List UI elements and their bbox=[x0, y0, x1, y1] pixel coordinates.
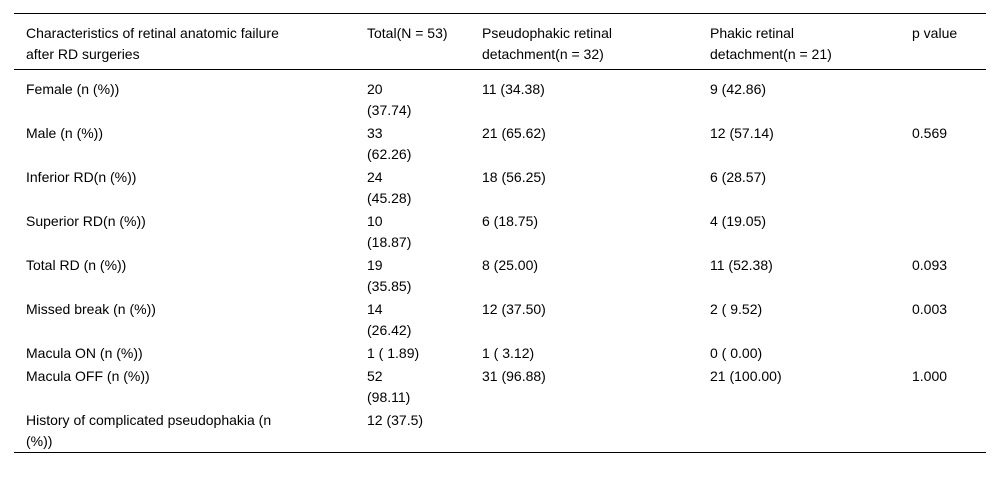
cell-pseudophakic: 8 (25.00) bbox=[482, 257, 539, 273]
cell-pseudophakic: 6 (18.75) bbox=[482, 213, 539, 229]
table-row-missed-break: Missed break (n (%)) 14 (26.42) 12 (37.5… bbox=[14, 297, 986, 341]
row-label: Total RD (n (%)) bbox=[26, 257, 127, 273]
cell-total: 24 (45.28) bbox=[367, 169, 412, 206]
table-row-history-pseudophakia: History of complicated pseudophakia (n (… bbox=[14, 408, 986, 453]
row-label: Superior RD(n (%)) bbox=[26, 213, 146, 229]
table-row-superior-rd: Superior RD(n (%)) 10 (18.87) 6 (18.75) … bbox=[14, 209, 986, 253]
cell-phakic: 6 (28.57) bbox=[710, 169, 767, 185]
cell-total: 12 (37.5) bbox=[367, 412, 424, 428]
table-row-female: Female (n (%)) 20 (37.74) 11 (34.38) 9 (… bbox=[14, 70, 986, 122]
paper-page: Characteristics of retinal anatomic fail… bbox=[0, 13, 1000, 479]
cell-p-value bbox=[912, 209, 986, 253]
col-header-phakic: Phakic retinal detachment(n = 21) bbox=[710, 13, 912, 70]
table-row-macula-off: Macula OFF (n (%)) 52 (98.11) 31 (96.88)… bbox=[14, 364, 986, 408]
cell-p-value: 0.003 bbox=[912, 301, 948, 317]
table-header-row: Characteristics of retinal anatomic fail… bbox=[14, 13, 986, 70]
cell-p-value bbox=[912, 341, 986, 364]
row-label: Macula ON (n (%)) bbox=[26, 345, 143, 361]
cell-p-value bbox=[912, 70, 986, 122]
cell-pseudophakic bbox=[482, 408, 710, 453]
cell-phakic: 2 ( 9.52) bbox=[710, 301, 763, 317]
cell-total: 10 (18.87) bbox=[367, 213, 412, 250]
cell-phakic: 0 ( 0.00) bbox=[710, 345, 763, 361]
row-label: Female (n (%)) bbox=[26, 81, 120, 97]
cell-phakic bbox=[710, 408, 912, 453]
cell-p-value: 0.569 bbox=[912, 125, 948, 141]
cell-pseudophakic: 1 ( 3.12) bbox=[482, 345, 535, 361]
cell-pseudophakic: 21 (65.62) bbox=[482, 125, 546, 141]
cell-p-value bbox=[912, 165, 986, 209]
table-row-total-rd: Total RD (n (%)) 19 (35.85) 8 (25.00) 11… bbox=[14, 253, 986, 297]
cell-phakic: 9 (42.86) bbox=[710, 81, 767, 97]
cell-pseudophakic: 11 (34.38) bbox=[482, 81, 545, 97]
cell-p-value: 0.093 bbox=[912, 257, 948, 273]
cell-pseudophakic: 12 (37.50) bbox=[482, 301, 546, 317]
row-label: Inferior RD(n (%)) bbox=[26, 169, 137, 185]
row-label: Male (n (%)) bbox=[26, 125, 104, 141]
col-header-pseudophakic: Pseudophakic retinal detachment(n = 32) bbox=[482, 13, 710, 70]
cell-p-value bbox=[912, 408, 986, 453]
cell-total: 20 (37.74) bbox=[367, 81, 412, 118]
cell-pseudophakic: 31 (96.88) bbox=[482, 368, 546, 384]
table-row-macula-on: Macula ON (n (%)) 1 ( 1.89) 1 ( 3.12) 0 … bbox=[14, 341, 986, 364]
col-header-total: Total(N = 53) bbox=[367, 13, 482, 70]
row-label: Macula OFF (n (%)) bbox=[26, 368, 150, 384]
cell-phakic: 4 (19.05) bbox=[710, 213, 767, 229]
cell-total: 19 (35.85) bbox=[367, 257, 412, 294]
row-label: History of complicated pseudophakia (n (… bbox=[26, 412, 272, 449]
col-header-p-value: p value bbox=[912, 13, 986, 70]
table-row-inferior-rd: Inferior RD(n (%)) 24 (45.28) 18 (56.25)… bbox=[14, 165, 986, 209]
table-row-male: Male (n (%)) 33 (62.26) 21 (65.62) 12 (5… bbox=[14, 121, 986, 165]
cell-p-value: 1.000 bbox=[912, 368, 948, 384]
cell-total: 33 (62.26) bbox=[367, 125, 412, 162]
cell-pseudophakic: 18 (56.25) bbox=[482, 169, 546, 185]
cell-total: 1 ( 1.89) bbox=[367, 345, 420, 361]
characteristics-table: Characteristics of retinal anatomic fail… bbox=[14, 13, 986, 453]
cell-phakic: 11 (52.38) bbox=[710, 257, 773, 273]
row-label: Missed break (n (%)) bbox=[26, 301, 156, 317]
cell-phakic: 21 (100.00) bbox=[710, 368, 782, 384]
cell-total: 52 (98.11) bbox=[367, 368, 411, 405]
col-header-characteristics: Characteristics of retinal anatomic fail… bbox=[14, 13, 367, 70]
cell-total: 14 (26.42) bbox=[367, 301, 412, 338]
cell-phakic: 12 (57.14) bbox=[710, 125, 774, 141]
